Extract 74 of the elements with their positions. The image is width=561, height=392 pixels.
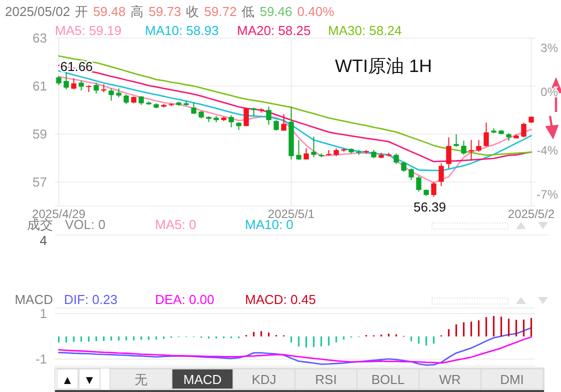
candlestick — [56, 75, 62, 86]
y-axis-title: MACD — [14, 292, 53, 307]
text: 59.73 — [148, 4, 182, 19]
text: 开 — [75, 4, 88, 19]
candlestick — [64, 70, 69, 90]
text: RSI — [315, 372, 337, 387]
text: MA10: 58.93 — [145, 23, 219, 38]
candlestick — [438, 162, 444, 187]
y-tick-label: -1 — [35, 352, 47, 367]
text: MACD: 0.45 — [245, 292, 316, 307]
line-series — [58, 336, 532, 364]
annotation: 56.39 — [413, 200, 446, 215]
candlestick — [108, 88, 114, 102]
candlestick — [244, 107, 249, 127]
y2-tick-label: -7% — [536, 187, 558, 202]
text: 高 — [130, 4, 144, 19]
candlestick — [311, 136, 316, 158]
text: VOL: 0 — [65, 217, 106, 232]
text: MA20: 58.25 — [237, 23, 311, 38]
text: MA5: 0 — [155, 217, 196, 232]
candlestick — [296, 140, 302, 160]
candlestick — [274, 120, 279, 132]
y-tick-label: 63 — [32, 30, 47, 46]
candlestick — [94, 82, 99, 94]
line-series — [58, 327, 532, 366]
text: 成交 — [27, 217, 53, 232]
text: 收 — [186, 4, 200, 19]
y2-tick-label: 3% — [540, 41, 558, 56]
y2-tick-label: -4% — [536, 143, 558, 158]
candlestick — [401, 161, 406, 172]
candlestick — [71, 78, 76, 90]
candlestick — [454, 134, 459, 148]
text: DEA: 0.00 — [155, 292, 214, 307]
text: 0.40% — [297, 4, 335, 19]
candlestick — [394, 152, 399, 164]
candlestick — [468, 140, 474, 162]
text: MA5: 59.19 — [55, 23, 122, 38]
text: MA30: 58.24 — [328, 23, 402, 38]
candlestick — [266, 106, 272, 126]
candlestick — [191, 102, 196, 115]
y-tick-label: 61 — [32, 78, 47, 94]
candlestick — [521, 122, 526, 138]
candlestick — [484, 122, 489, 148]
text: BOLL — [371, 372, 405, 387]
text: WR — [439, 372, 461, 387]
text: DMI — [500, 372, 524, 387]
x-tick-label: 2025/5/2 — [508, 207, 555, 221]
text: 59.46 — [260, 4, 292, 19]
text: 4 — [40, 233, 47, 248]
text: 低 — [242, 4, 255, 19]
candlestick — [446, 136, 452, 169]
text: 59.48 — [93, 4, 126, 19]
text: DIF: 0.23 — [64, 292, 118, 307]
text: 2025/05/02 — [5, 4, 70, 19]
candlestick — [281, 114, 286, 132]
candlestick — [228, 114, 234, 128]
y-tick-label: 57 — [32, 174, 47, 190]
text: MACD — [183, 372, 222, 387]
text: 无 — [134, 372, 148, 387]
candlestick — [461, 140, 466, 156]
candlestick — [476, 140, 482, 152]
candlestick — [124, 94, 129, 104]
text: KDJ — [252, 372, 276, 387]
y-tick-label: 59 — [32, 126, 47, 142]
candlestick — [416, 176, 422, 192]
text: 59.72 — [204, 4, 237, 19]
y-tick-label: 1 — [40, 306, 47, 322]
candlestick — [304, 148, 309, 160]
candlestick — [408, 168, 414, 181]
text: ▲ — [62, 373, 74, 387]
candlestick — [78, 80, 84, 92]
text: WTI原油 1H — [335, 56, 432, 76]
text: ▼ — [84, 373, 96, 387]
candlestick — [431, 181, 436, 198]
